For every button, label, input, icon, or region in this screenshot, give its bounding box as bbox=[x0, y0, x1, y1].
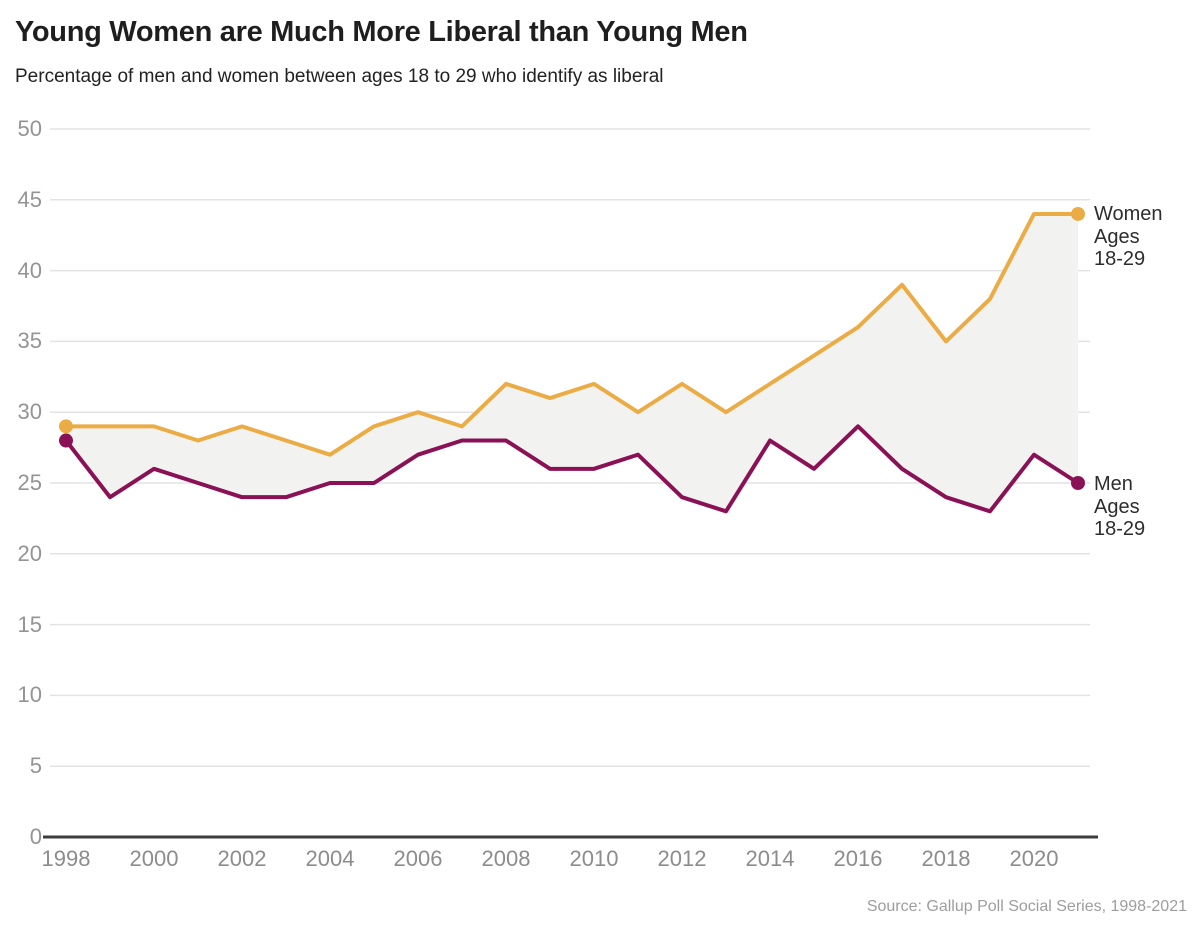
series-label-men: Men Ages 18-29 bbox=[1094, 473, 1145, 541]
y-tick-label: 35 bbox=[17, 328, 42, 354]
source-note: Source: Gallup Poll Social Series, 1998-… bbox=[866, 898, 1187, 915]
y-tick-label: 50 bbox=[17, 116, 42, 141]
x-tick-label: 2018 bbox=[921, 846, 971, 871]
x-tick-label: 2010 bbox=[569, 846, 619, 871]
y-tick-label: 5 bbox=[29, 753, 42, 779]
x-tick-label: 2002 bbox=[217, 846, 267, 871]
x-tick-label: 2006 bbox=[393, 846, 443, 871]
series-label-line: Ages bbox=[1094, 495, 1140, 518]
x-tick-label: 2012 bbox=[657, 846, 707, 871]
women-line bbox=[66, 211, 1078, 457]
x-tick-label: 1998 bbox=[41, 846, 91, 871]
x-tick-label: 2000 bbox=[129, 846, 179, 871]
series-label-line: Men bbox=[1094, 473, 1133, 495]
series-label-line: 18-29 bbox=[1094, 248, 1146, 270]
x-tick-label: 2020 bbox=[1009, 846, 1059, 871]
series-label-line: Ages bbox=[1094, 225, 1140, 248]
band-fill bbox=[66, 213, 1078, 512]
x-tick-label: 2004 bbox=[305, 846, 355, 871]
series-label-line: 18-29 bbox=[1094, 518, 1146, 540]
men-line bbox=[64, 424, 1080, 514]
series-label-women: Women Ages 18-29 bbox=[1094, 203, 1163, 271]
y-tick-label: 25 bbox=[17, 470, 42, 495]
y-tick-label: 10 bbox=[17, 682, 42, 708]
chart-subtitle: Percentage of men and women between ages… bbox=[15, 66, 664, 87]
x-tick-label: 2016 bbox=[833, 846, 883, 871]
y-tick-label: 30 bbox=[17, 399, 42, 425]
x-tick-label: 2008 bbox=[481, 846, 531, 871]
x-tick-label: 2014 bbox=[745, 846, 795, 871]
women-start-dot bbox=[59, 419, 73, 434]
y-tick-label: 20 bbox=[17, 540, 42, 566]
series-label-line: Women bbox=[1094, 203, 1163, 225]
y-tick-label: 45 bbox=[17, 186, 42, 212]
men-end-dot bbox=[1071, 476, 1085, 490]
y-tick-label: 15 bbox=[17, 611, 42, 637]
y-tick-label: 40 bbox=[17, 257, 42, 283]
men-start-dot bbox=[59, 433, 73, 448]
y-tick-label: 0 bbox=[29, 824, 42, 849]
women-end-dot bbox=[1071, 206, 1085, 221]
chart-title: Young Women are Much More Liberal than Y… bbox=[15, 16, 748, 48]
